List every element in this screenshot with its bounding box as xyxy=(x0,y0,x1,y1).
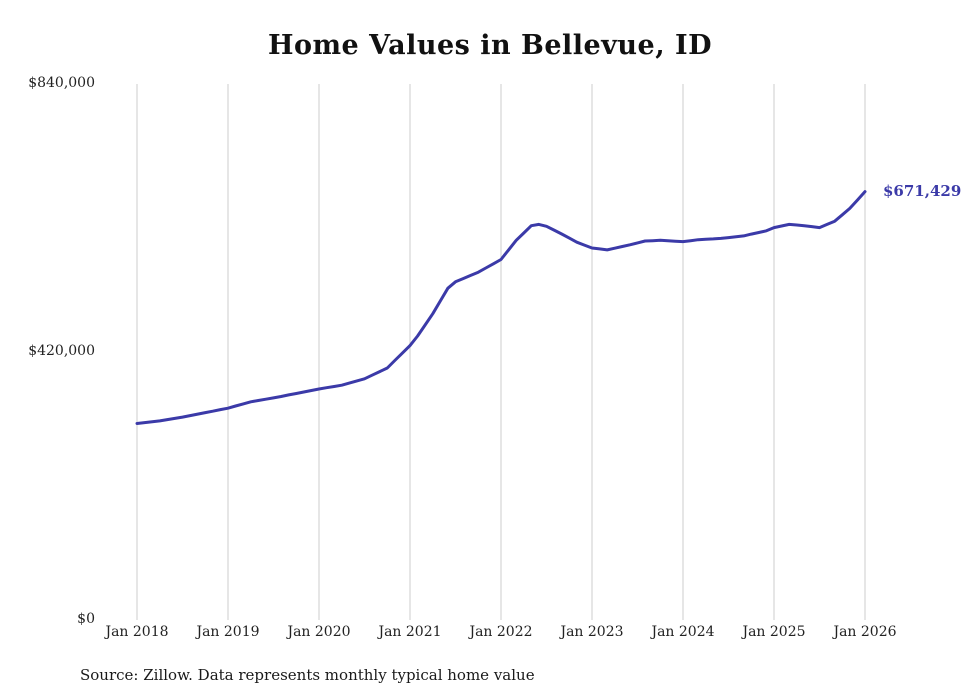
home-value-line xyxy=(135,190,867,425)
source-note: Source: Zillow. Data represents monthly … xyxy=(80,666,535,684)
x-tick-label: Jan 2018 xyxy=(105,624,169,640)
x-tick-label: Jan 2022 xyxy=(469,624,533,640)
x-tick-label: Jan 2026 xyxy=(833,624,897,640)
x-tick-label: Jan 2024 xyxy=(651,624,715,640)
x-tick-label: Jan 2025 xyxy=(742,624,806,640)
x-tick-label: Jan 2020 xyxy=(287,624,351,640)
x-tick-label: Jan 2021 xyxy=(378,624,442,640)
vertical-gridlines xyxy=(136,84,866,620)
y-tick-label: $420,000 xyxy=(28,343,95,359)
x-tick-label: Jan 2023 xyxy=(560,624,624,640)
y-tick-label: $840,000 xyxy=(28,75,95,91)
x-tick-label: Jan 2019 xyxy=(196,624,260,640)
latest-value-label: $671,429 xyxy=(883,181,962,200)
y-tick-label: $0 xyxy=(77,611,95,627)
chart-title: Home Values in Bellevue, ID xyxy=(267,30,713,61)
